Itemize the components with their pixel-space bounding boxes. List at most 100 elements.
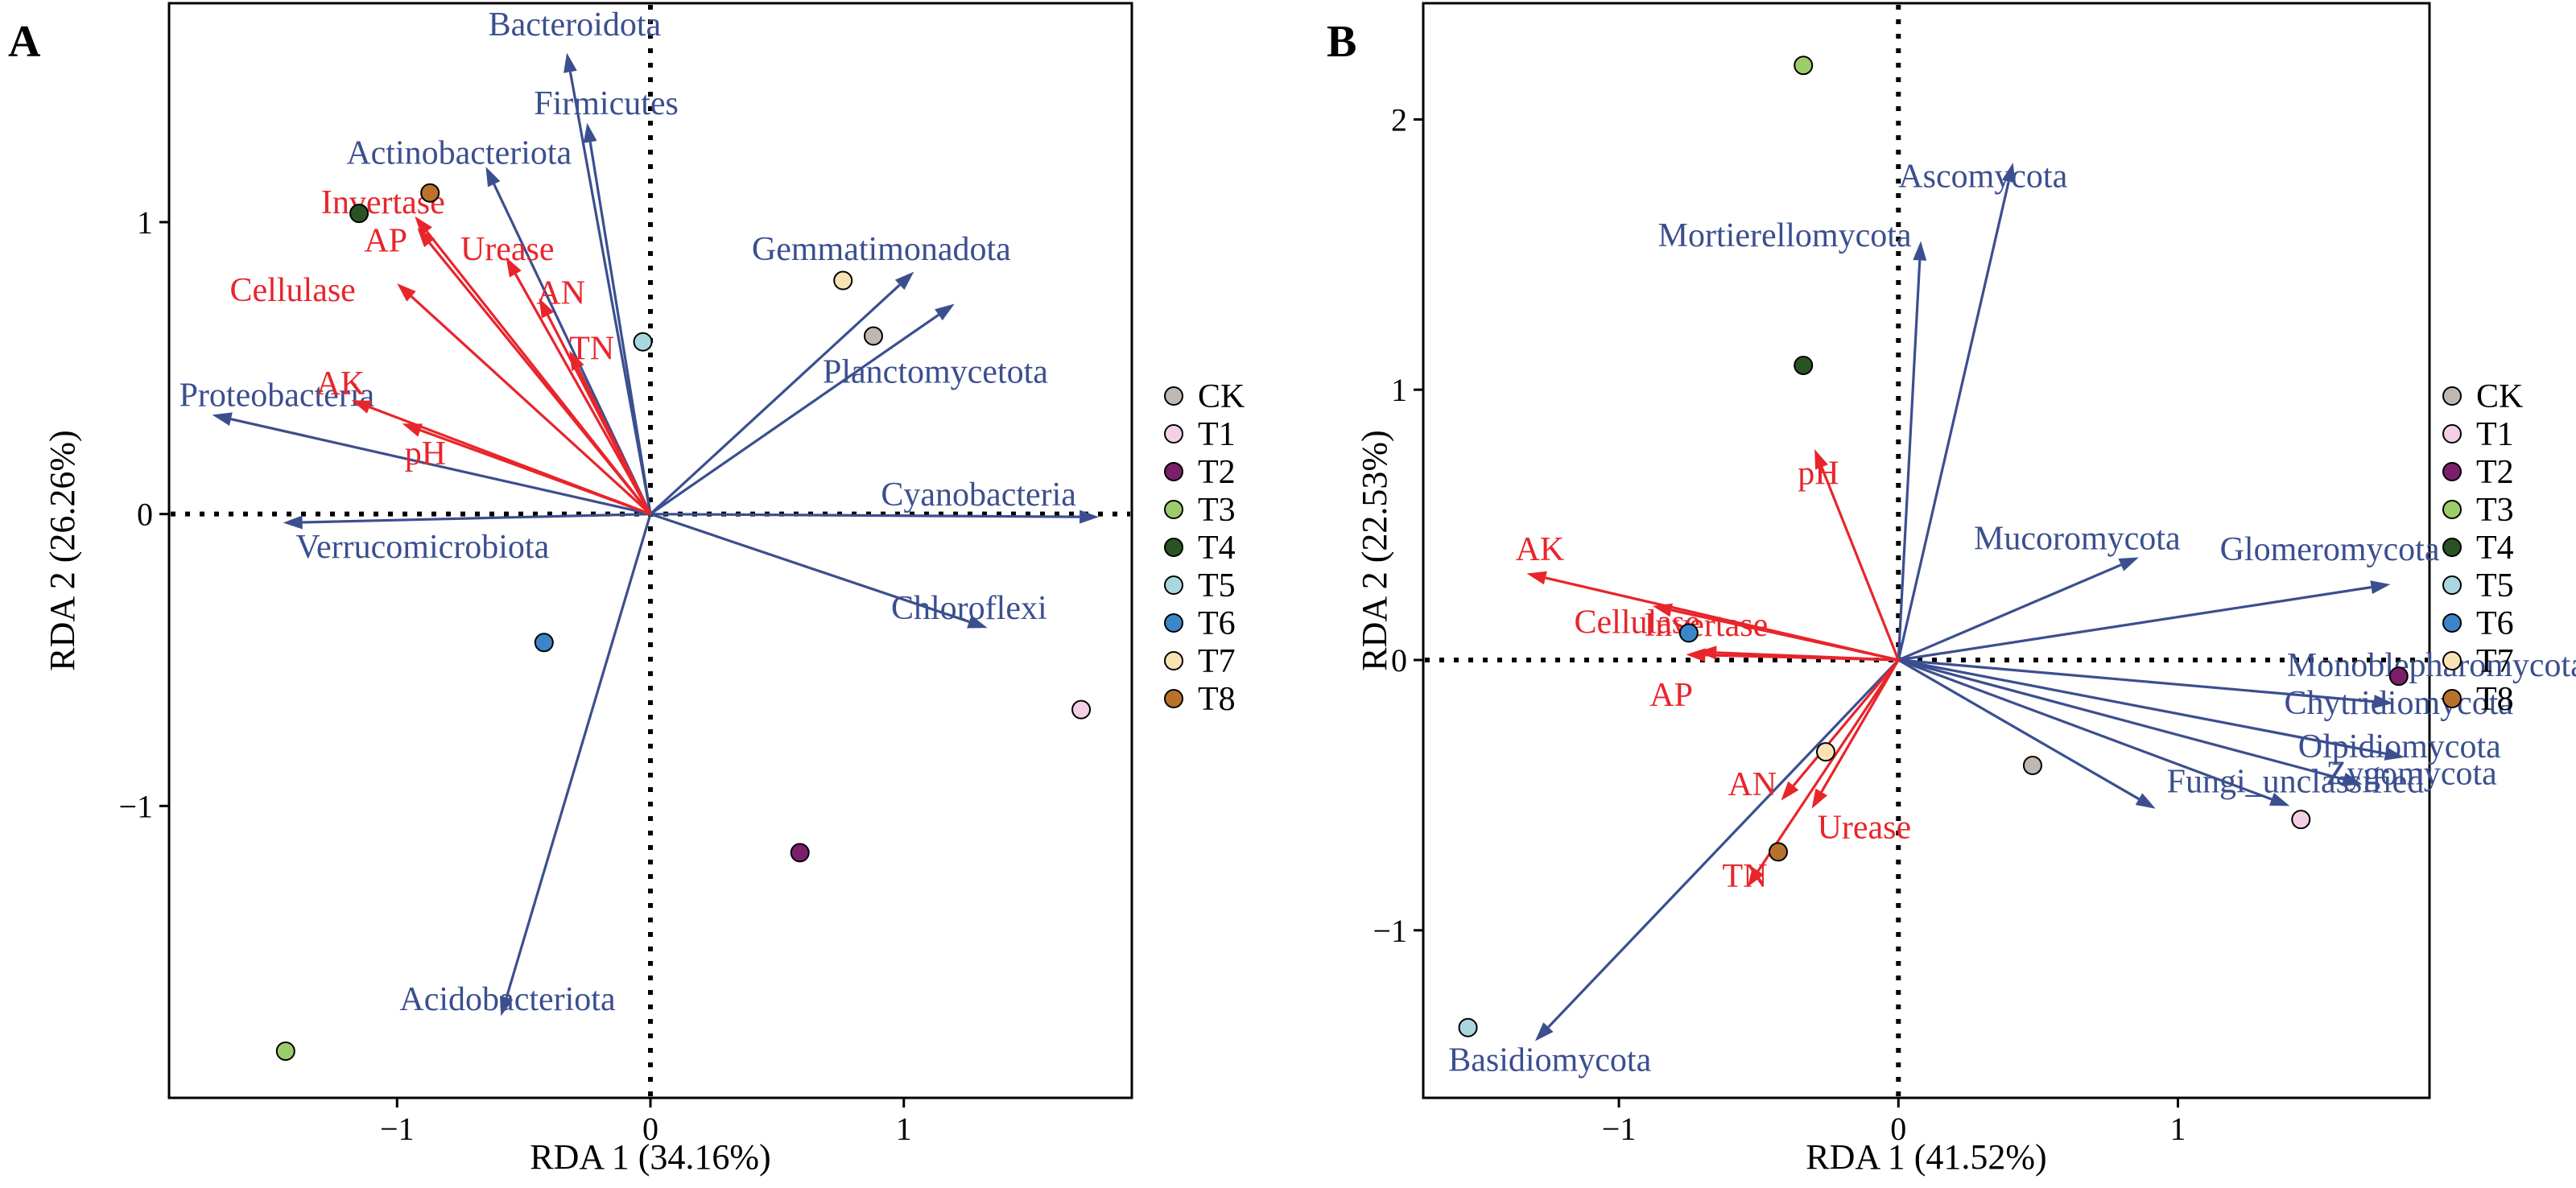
panel-b-env-label-tn: TN xyxy=(1723,858,1768,895)
panel-b-taxa-label-monoblepharomycota: Monoblepharomycota xyxy=(2287,647,2576,684)
panel-a-legend-label-t3: T3 xyxy=(1198,492,1236,529)
panel-a-point-t4 xyxy=(349,204,369,224)
panel-a-taxa-arrow-planctomycetota xyxy=(650,303,955,515)
panel-b-env-label-ph: pH xyxy=(1798,456,1839,493)
panel-b-taxa-label-fungi-unclassified: Fungi_unclassified xyxy=(2167,764,2425,801)
panel-b-legend-marker-t8 xyxy=(2442,689,2462,708)
panel-b-legend-marker-t7 xyxy=(2442,651,2462,670)
panel-b-taxa-arrow-ascomycota xyxy=(1897,163,2016,661)
panel-a-legend-label-t8: T8 xyxy=(1198,681,1236,718)
panel-b-env-label-ak: AK xyxy=(1516,531,1565,568)
panel-b-legend-label-t8: T8 xyxy=(2476,681,2514,718)
panel-a-legend-marker-t1 xyxy=(1164,424,1183,443)
panel-a-taxa-arrow-proteobacteria xyxy=(212,412,651,516)
panel-b-legend-label-t1: T1 xyxy=(2476,416,2514,453)
panel-a-env-arrow-ap xyxy=(417,228,652,515)
panel-a-taxa-label-gemmatimonadota: Gemmatimonadota xyxy=(752,231,1011,268)
panel-b-taxa-label-mortierellomycota: Mortierellomycota xyxy=(1658,217,1912,254)
panel-b-legend-marker-t2 xyxy=(2442,462,2462,481)
panel-a-taxa-label-actinobacteriota: Actinobacteriota xyxy=(346,134,572,171)
panel-b-taxa-label-glomeromycota: Glomeromycota xyxy=(2220,531,2440,568)
panel-b-taxa-label-chytridiomycota: Chytridiomycota xyxy=(2284,685,2513,722)
panel-a-env-arrow-cellulase xyxy=(397,283,652,515)
panel-a-legend-label-t7: T7 xyxy=(1198,643,1236,680)
panel-a-point-t8 xyxy=(420,183,440,203)
panel-b-legend-label-ck: CK xyxy=(2476,378,2523,415)
panel-b-y-tick-label: 0 xyxy=(1391,642,1407,679)
panel-a-legend-marker-ck xyxy=(1164,386,1183,406)
panel-b-env-label-invertase: Invertase xyxy=(1644,607,1768,644)
panel-a-env-label-an: AN xyxy=(536,275,585,312)
panel-b-point-t8 xyxy=(1768,842,1788,862)
panel-a-point-t6 xyxy=(534,633,554,653)
panel-b-legend-label-t4: T4 xyxy=(2476,530,2514,567)
panel-a-legend-marker-t2 xyxy=(1164,462,1183,481)
panel-b-taxa-arrow-chytridiomycota xyxy=(1897,658,2405,761)
panel-a-y-axis-title: RDA 2 (26.26%) xyxy=(43,430,82,670)
panel-b-plot-frame xyxy=(1422,2,2431,1099)
panel-b-point-t2 xyxy=(2388,666,2409,687)
panel-a-env-arrow-tn xyxy=(569,350,652,515)
panel-a-legend-marker-t3 xyxy=(1164,500,1183,519)
panel-b-legend-label-t6: T6 xyxy=(2476,605,2514,642)
panel-b-legend-marker-ck xyxy=(2442,386,2462,406)
panel-b-legend-marker-t1 xyxy=(2442,424,2462,443)
panel-b-point-t4 xyxy=(1794,355,1814,375)
panel-b-taxa-arrow-zygomycota xyxy=(1897,658,2290,806)
panel-a-env-arrow-ph xyxy=(402,423,651,516)
panel-b-legend-marker-t3 xyxy=(2442,500,2462,519)
panel-b-y-tick-label: 1 xyxy=(1391,372,1407,408)
panel-a-env-label-ph: pH xyxy=(405,435,446,472)
panel-a-taxa-label-cyanobacteria: Cyanobacteria xyxy=(881,476,1076,514)
panel-a-taxa-label-firmicutes: Firmicutes xyxy=(534,85,679,122)
panel-a-legend-marker-t6 xyxy=(1164,613,1183,633)
panel-b-sample-points xyxy=(1458,56,2409,1037)
panel-b-env-arrow-cellulase xyxy=(1652,603,1899,662)
panel-a-point-t7 xyxy=(833,270,853,291)
panel-a-y-tick-label: −1 xyxy=(118,788,153,824)
panel-a-taxa-arrow-chloroflexi xyxy=(650,513,988,629)
panel-b-env-label-an: AN xyxy=(1728,766,1777,803)
panel-a-taxa-arrow-bacteroidota xyxy=(564,52,652,514)
panel-a-env-label-ak: AK xyxy=(316,365,365,402)
panel-a-point-ck xyxy=(863,326,883,346)
panel-a-env-label-ap: AP xyxy=(364,222,407,259)
panel-b-taxa-arrow-mucoromycota xyxy=(1897,557,2139,662)
panel-a-taxa-arrow-cyanobacteria xyxy=(650,509,1100,524)
panel-b-taxa-arrow-basidiomycota xyxy=(1534,658,1900,1042)
panel-b-taxa-arrow-glomeromycota xyxy=(1898,580,2391,662)
panel-a-y-tick-label: 0 xyxy=(137,497,153,533)
panel-a-env-label-cellulase: Cellulase xyxy=(230,272,356,309)
panel-a-legend-marker-t4 xyxy=(1164,538,1183,557)
panel-b-point-t7 xyxy=(1816,742,1835,762)
panel-a-taxa-arrow-gemmatimonadota xyxy=(649,271,914,515)
panel-a-legend-label-t1: T1 xyxy=(1198,416,1236,453)
panel-a-taxa-label-planctomycetota: Planctomycetota xyxy=(823,353,1048,390)
panel-a-taxa-label-acidobacteriota: Acidobacteriota xyxy=(399,981,616,1018)
panel-a-taxa-label-verrucomicrobiota: Verrucomicrobiota xyxy=(295,529,549,566)
panel-b-env-label-urease: Urease xyxy=(1818,810,1912,847)
panel-a-vectors: Bacteroidota Firmicutes Actinobacteriota Ge… xyxy=(180,6,1100,1018)
panel-b-legend-marker-t5 xyxy=(2442,575,2462,595)
panel-b-env-arrow-ph xyxy=(1814,449,1900,661)
panel-a: A RDA 1 (34.16%) RDA 2 (26.26%) −1 0 1 −1 0 1… xyxy=(8,2,1245,1177)
panel-a-legend-marker-t7 xyxy=(1164,651,1183,670)
panel-a-taxa-arrow-firmicutes xyxy=(583,122,652,514)
panel-b-point-t1 xyxy=(2291,810,2311,830)
panel-a-x-tick-label: −1 xyxy=(380,1111,415,1147)
panel-b-legend-label-t5: T5 xyxy=(2476,567,2514,604)
panel-a-y-tick-label: 1 xyxy=(137,204,153,241)
panel-b-legend-marker-t4 xyxy=(2442,538,2462,557)
panel-a-legend-label-t2: T2 xyxy=(1198,454,1236,491)
panel-a-legend-label-t6: T6 xyxy=(1198,605,1236,642)
panel-a-taxa-arrow-acidobacteriota xyxy=(500,514,652,1017)
panel-b-ticks: −1 0 1 −1 0 1 2 xyxy=(1373,101,2186,1147)
panel-b-env-arrow-an xyxy=(1781,658,1900,801)
panel-b-taxa-arrow-fungi-unclassified xyxy=(1897,658,2156,809)
panel-b-x-tick-label: 0 xyxy=(1890,1111,1906,1147)
panel-a-legend-marker-t8 xyxy=(1164,689,1183,708)
panel-a-point-t5 xyxy=(633,332,653,352)
panel-b-point-ck xyxy=(2022,755,2042,775)
